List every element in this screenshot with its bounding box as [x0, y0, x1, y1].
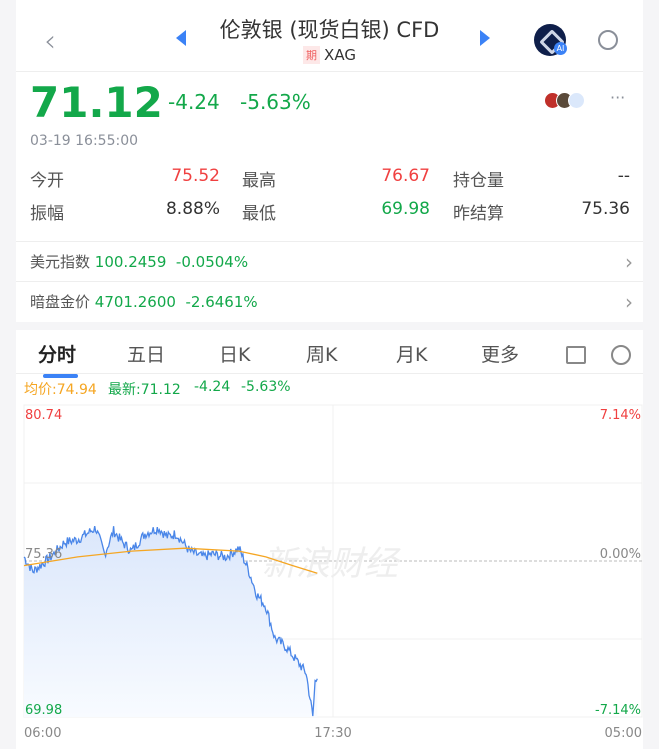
stat-value: 76.67	[381, 166, 430, 186]
stat-value: --	[617, 166, 630, 186]
more-icon[interactable]: ···	[610, 88, 626, 107]
search-icon[interactable]	[598, 30, 618, 50]
chart-tabs: 分时 五日 日K 周K 月K 更多	[16, 322, 643, 378]
related-dark-gold[interactable]: 暗盘金价 4701.2600 -2.6461% ›	[16, 281, 643, 321]
header: ‹ 伦敦银 (现货白银) CFD 期 XAG AI	[16, 0, 643, 72]
weibo-icon	[568, 92, 585, 109]
quote-time: 03-19 16:55:00	[30, 133, 139, 149]
stat-label: 昨结算	[453, 204, 504, 224]
related-usd-index[interactable]: 美元指数 100.2459 -0.0504% ›	[16, 241, 643, 281]
y-tick-left: 80.74	[25, 408, 62, 423]
symbol-line: 期 XAG	[16, 46, 643, 64]
last-price: 71.12	[30, 78, 163, 127]
stat-label: 最低	[242, 204, 276, 224]
y-tick-right: 7.14%	[600, 408, 641, 423]
related-value: 100.2459	[94, 253, 167, 271]
stat-value: 8.88%	[165, 199, 220, 219]
symbol: XAG	[324, 46, 356, 64]
x-tick: 06:00	[24, 726, 61, 741]
price-change: -4.24	[168, 90, 220, 114]
related-pct: -0.0504%	[175, 253, 249, 271]
grid-layout-icon[interactable]	[566, 346, 586, 364]
avg-price-line	[23, 547, 318, 574]
related-label: 暗盘金价	[30, 293, 91, 311]
tab-daily-k[interactable]: 日K	[219, 344, 251, 366]
legend-change: -4.24	[194, 379, 231, 395]
y-tick-right: 0.00%	[600, 547, 641, 562]
price-line	[23, 525, 318, 717]
related-pct: -2.6461%	[185, 293, 258, 311]
related-value: 4701.2600	[94, 293, 176, 311]
page-title: 伦敦银 (现货白银) CFD	[219, 18, 440, 42]
next-symbol-icon[interactable]	[480, 30, 490, 46]
chevron-right-icon: ›	[625, 250, 633, 274]
legend-pct: -5.63%	[241, 379, 291, 395]
y-tick-left: 75.36	[25, 547, 62, 562]
ai-assistant-icon[interactable]: AI	[534, 24, 567, 56]
tab-weekly-k[interactable]: 周K	[306, 344, 338, 366]
back-icon[interactable]: ‹	[44, 24, 56, 59]
y-tick-right: -7.14%	[595, 703, 641, 718]
legend-avg: 均价:74.94	[24, 382, 97, 398]
tab-intraday[interactable]: 分时	[38, 344, 77, 366]
stat-label: 今开	[30, 171, 64, 191]
y-tick-left: 69.98	[25, 703, 62, 718]
stat-value: 69.98	[381, 199, 430, 219]
futures-tag: 期	[303, 46, 321, 64]
price-area	[24, 526, 318, 717]
tab-5day[interactable]: 五日	[127, 344, 166, 366]
settings-icon[interactable]	[611, 345, 631, 365]
discussion-avatars[interactable]	[544, 92, 585, 113]
stat-value: 75.36	[581, 199, 630, 219]
stat-label: 最高	[242, 171, 276, 191]
price-change-pct: -5.63%	[240, 90, 311, 114]
chevron-right-icon: ›	[625, 290, 633, 314]
tab-more[interactable]: 更多	[481, 344, 520, 366]
related-label: 美元指数	[30, 253, 91, 271]
stat-label: 持仓量	[453, 171, 504, 191]
legend-latest: 最新:71.12	[108, 382, 181, 398]
tab-monthly-k[interactable]: 月K	[396, 344, 428, 366]
x-tick: 05:00	[605, 726, 642, 741]
prev-symbol-icon[interactable]	[176, 30, 186, 46]
watermark: 新浪财经	[262, 544, 401, 584]
active-tab-indicator	[43, 374, 78, 378]
stat-label: 振幅	[30, 204, 64, 224]
stat-value: 75.52	[171, 166, 220, 186]
x-tick: 17:30	[314, 726, 351, 741]
